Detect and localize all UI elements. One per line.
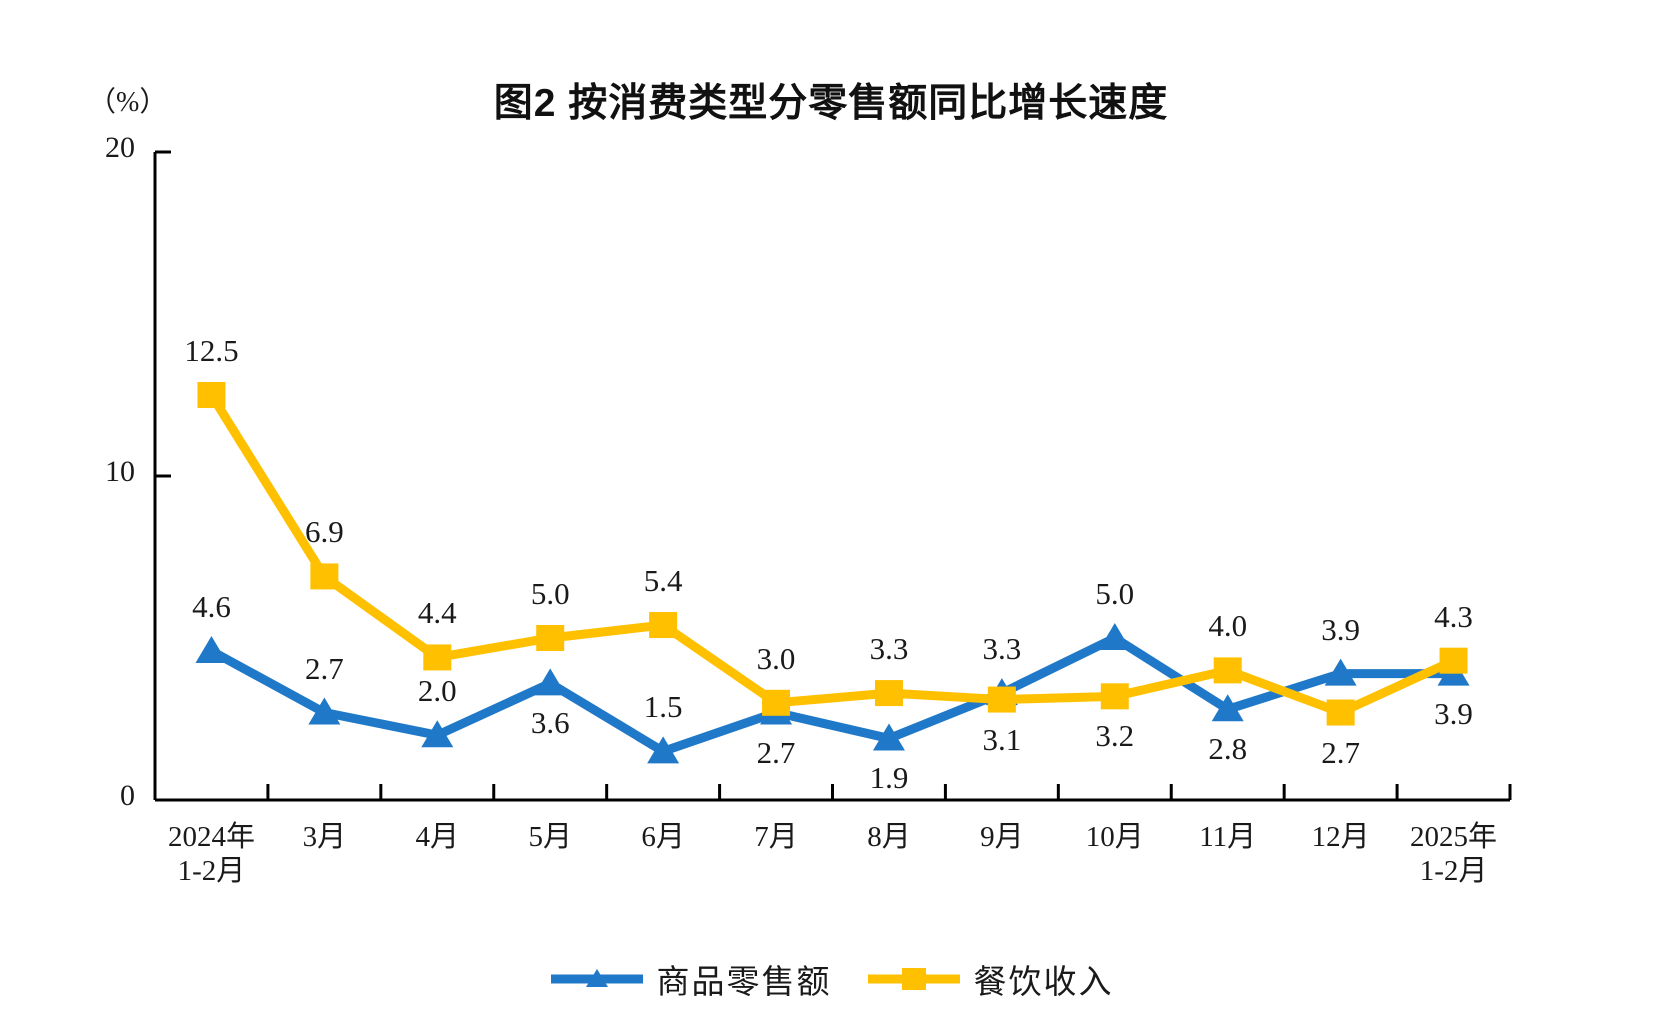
y-tick-label: 0: [120, 779, 135, 812]
series-marker-square: [310, 563, 339, 590]
series-marker-triangle: [872, 723, 905, 751]
data-label: 5.0: [530, 576, 570, 611]
series-marker-triangle: [647, 736, 680, 764]
data-label: 2.8: [1208, 731, 1248, 767]
data-label: 2.7: [305, 650, 344, 686]
series-marker-triangle: [534, 668, 567, 696]
x-tick-label: 12月: [1311, 821, 1370, 853]
series-marker-square: [874, 680, 903, 707]
data-label: 3.6: [530, 705, 570, 741]
data-label: 4.6: [192, 588, 231, 624]
data-label: 5.4: [643, 563, 683, 599]
x-tick-label: 3月: [302, 821, 347, 853]
series-marker-square: [536, 625, 565, 651]
chart-title: 图2 按消费类型分零售额同比增长速度: [493, 82, 1169, 125]
data-label: 3.9: [1321, 611, 1360, 647]
series-marker-square: [762, 689, 791, 716]
x-tick-label: 8月: [867, 821, 911, 853]
x-tick-label: 2025年 1-2月: [1410, 821, 1498, 888]
data-label: 1.5: [643, 689, 683, 725]
legend-label-1: 餐饮收入: [973, 965, 1114, 1001]
series-marker-triangle: [1211, 694, 1244, 722]
x-tick-label: 6月: [641, 821, 685, 853]
data-label: 12.5: [184, 333, 239, 368]
y-axis-unit-label: （%）: [88, 87, 168, 118]
series-marker-square: [1100, 683, 1129, 710]
y-tick-label: 20: [105, 131, 135, 164]
x-tick-label: 7月: [754, 821, 798, 853]
data-label: 4.3: [1434, 598, 1473, 634]
data-label: 4.4: [417, 595, 457, 631]
series-marker-triangle: [195, 635, 228, 663]
legend-marker-square-icon: [867, 968, 960, 990]
series-marker-triangle: [421, 720, 454, 748]
data-label: 5.0: [1095, 576, 1135, 611]
data-label: 2.0: [417, 673, 457, 709]
series-marker-square: [987, 686, 1016, 713]
data-label: 1.9: [869, 760, 909, 796]
legend-label-0: 商品零售额: [656, 965, 832, 1001]
series-marker-triangle: [308, 697, 341, 725]
series-marker-square: [1439, 647, 1468, 674]
data-label: 3.9: [1434, 695, 1473, 731]
x-tick-label: 4月: [415, 821, 460, 853]
data-label: 3.3: [869, 631, 909, 667]
series-marker-square: [423, 644, 452, 671]
legend-item-0[interactable]: 商品零售额: [549, 955, 832, 1003]
series-marker-square: [197, 382, 226, 408]
series-line-1: [206, 390, 1459, 718]
x-tick-label: 5月: [528, 821, 572, 853]
chart-legend: 商品零售额 餐饮收入: [0, 955, 1662, 1003]
data-label: 3.1: [982, 721, 1022, 757]
series-marker-square: [649, 612, 678, 639]
legend-marker-triangle-icon: [550, 969, 643, 987]
series-marker-square: [1326, 699, 1355, 726]
data-label: 3.3: [982, 631, 1022, 667]
data-label: 4.0: [1208, 608, 1248, 644]
series-line-0: [206, 633, 1459, 756]
data-label: 3.0: [756, 640, 796, 676]
data-label: 2.7: [1321, 734, 1360, 770]
y-tick-label: 10: [105, 455, 135, 488]
series-marker-square: [1213, 657, 1242, 684]
x-tick-label: 9月: [980, 821, 1024, 853]
x-tick-label: 11月: [1199, 821, 1257, 853]
series-marker-triangle: [1324, 658, 1357, 686]
data-label: 6.9: [305, 514, 344, 550]
data-label: 3.2: [1095, 718, 1135, 754]
x-tick-label: 10月: [1085, 821, 1144, 853]
legend-item-1[interactable]: 餐饮收入: [866, 955, 1114, 1003]
data-label: 2.7: [756, 734, 796, 770]
series-marker-triangle: [1098, 623, 1131, 650]
x-tick-label: 2024年 1-2月: [167, 821, 255, 888]
